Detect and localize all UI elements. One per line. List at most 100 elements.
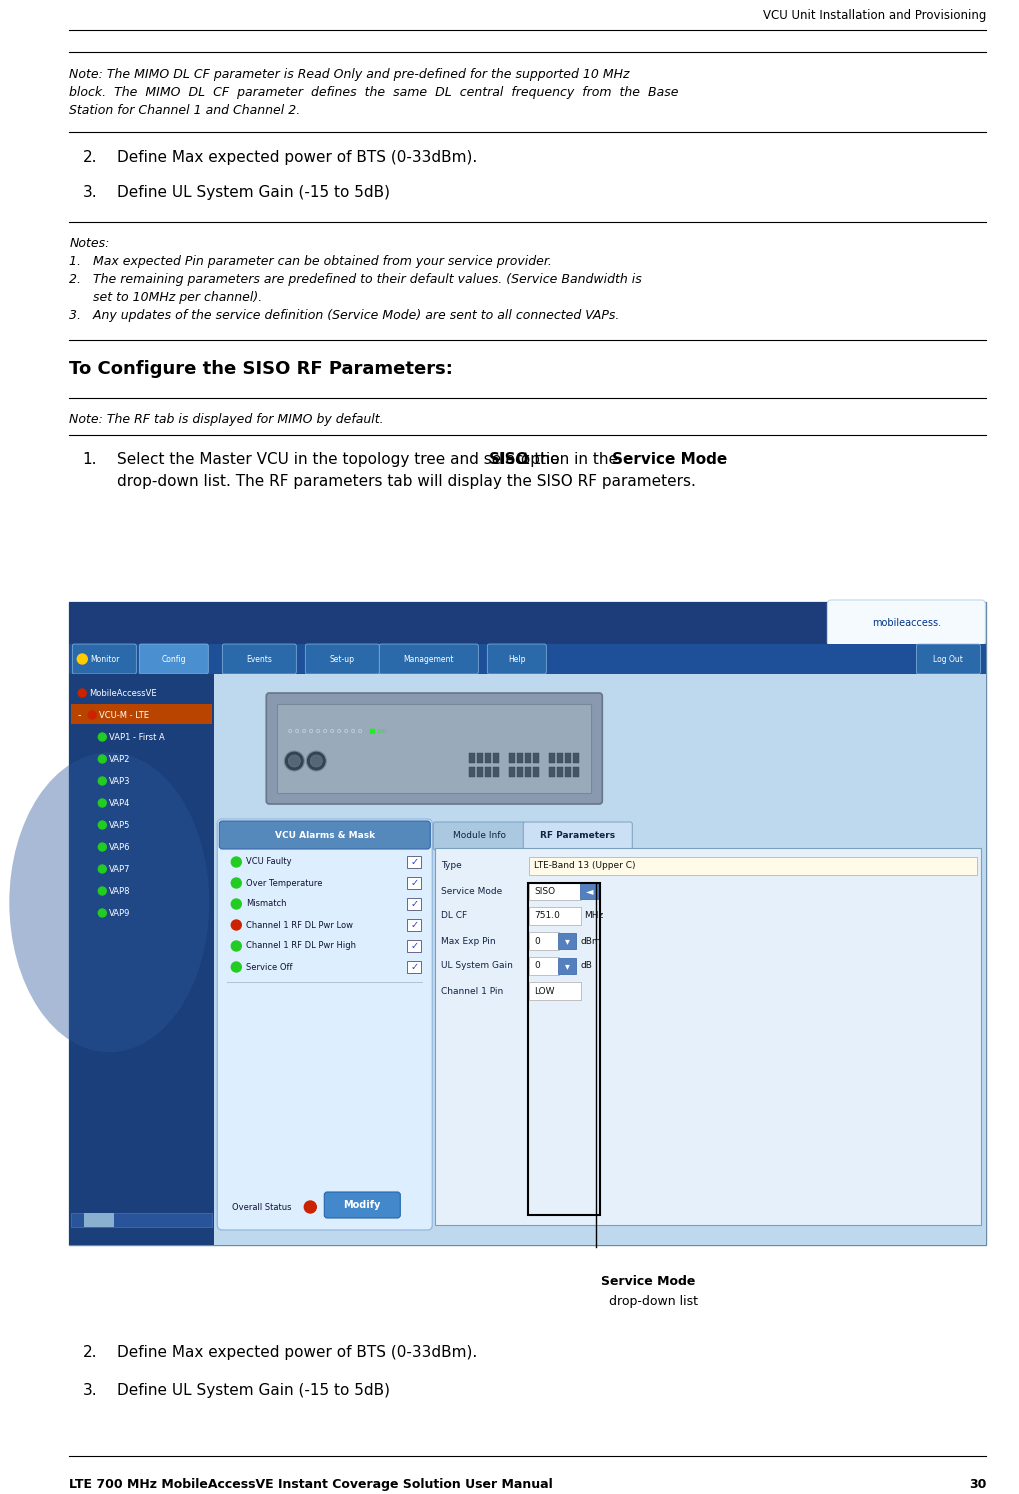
Bar — [493, 766, 499, 777]
Bar — [557, 766, 564, 777]
FancyBboxPatch shape — [529, 881, 581, 899]
Text: o: o — [308, 728, 313, 734]
Text: o: o — [322, 728, 326, 734]
FancyBboxPatch shape — [558, 958, 577, 974]
Bar — [518, 753, 524, 763]
Text: -: - — [77, 710, 81, 720]
Text: ✓: ✓ — [411, 878, 419, 887]
Text: Set-up: Set-up — [330, 654, 355, 663]
Circle shape — [311, 754, 322, 766]
FancyBboxPatch shape — [222, 644, 297, 674]
Text: Note: The RF tab is displayed for MIMO by default.: Note: The RF tab is displayed for MIMO b… — [69, 412, 384, 426]
Text: o: o — [351, 728, 355, 734]
Text: To Configure the SISO RF Parameters:: To Configure the SISO RF Parameters: — [69, 360, 453, 378]
FancyBboxPatch shape — [324, 1192, 400, 1218]
Bar — [485, 766, 491, 777]
FancyBboxPatch shape — [529, 982, 581, 999]
Text: Channel 1 RF DL Pwr High: Channel 1 RF DL Pwr High — [247, 941, 357, 950]
Text: Overall Status: Overall Status — [232, 1203, 291, 1212]
Text: Modify: Modify — [343, 1200, 381, 1210]
Text: 2.: 2. — [83, 149, 97, 164]
Text: DL CF: DL CF — [441, 911, 468, 920]
Text: LOW: LOW — [534, 986, 554, 995]
Text: VAP9: VAP9 — [109, 908, 130, 917]
Text: ✓: ✓ — [411, 941, 419, 952]
FancyBboxPatch shape — [219, 822, 430, 849]
FancyBboxPatch shape — [379, 644, 478, 674]
Text: dB: dB — [580, 962, 592, 971]
Bar — [518, 766, 524, 777]
Text: Over Temperature: Over Temperature — [247, 878, 323, 887]
FancyBboxPatch shape — [827, 601, 985, 645]
Circle shape — [284, 751, 305, 771]
FancyBboxPatch shape — [433, 822, 525, 850]
Text: VAP2: VAP2 — [109, 754, 130, 763]
Text: Notes:: Notes: — [69, 238, 110, 249]
FancyBboxPatch shape — [580, 883, 598, 899]
Text: ■ on: ■ on — [369, 728, 387, 734]
Text: Station for Channel 1 and Channel 2.: Station for Channel 1 and Channel 2. — [69, 105, 301, 117]
FancyBboxPatch shape — [529, 907, 581, 925]
Bar — [71, 704, 212, 725]
Bar — [493, 753, 499, 763]
Text: Service Mode: Service Mode — [441, 886, 502, 895]
FancyBboxPatch shape — [524, 822, 633, 850]
Bar — [528, 883, 600, 1215]
Text: Log Out: Log Out — [933, 654, 963, 663]
Text: VAP4: VAP4 — [109, 798, 130, 807]
Text: MHz: MHz — [584, 911, 603, 920]
Text: 2.   The remaining parameters are predefined to their default values. (Service B: 2. The remaining parameters are predefin… — [69, 273, 642, 285]
Text: 0: 0 — [534, 962, 540, 971]
FancyBboxPatch shape — [529, 958, 559, 976]
Text: 0: 0 — [534, 937, 540, 946]
Text: 1.: 1. — [83, 453, 97, 468]
Text: Mismatch: Mismatch — [247, 899, 286, 908]
Text: Max Exp Pin: Max Exp Pin — [441, 937, 496, 946]
Bar — [71, 1213, 212, 1227]
Bar — [485, 753, 491, 763]
Circle shape — [307, 751, 326, 771]
Bar — [525, 753, 531, 763]
Text: ✓: ✓ — [411, 858, 419, 867]
Text: RF Parameters: RF Parameters — [540, 832, 614, 841]
Text: SISO: SISO — [534, 886, 555, 895]
Circle shape — [231, 878, 242, 887]
Bar — [277, 704, 591, 793]
Circle shape — [98, 822, 106, 829]
Circle shape — [231, 858, 242, 867]
Text: 3.: 3. — [83, 1383, 97, 1398]
Text: Events: Events — [247, 654, 272, 663]
Text: mobileaccess.: mobileaccess. — [872, 619, 941, 627]
Text: Module Info: Module Info — [452, 832, 505, 841]
Text: o: o — [294, 728, 299, 734]
Bar — [566, 766, 572, 777]
FancyBboxPatch shape — [558, 932, 577, 949]
Text: ✓: ✓ — [411, 920, 419, 929]
Text: Type: Type — [441, 862, 462, 871]
Bar — [408, 940, 421, 952]
Text: o: o — [336, 728, 340, 734]
Bar — [408, 877, 421, 889]
Ellipse shape — [9, 753, 209, 1052]
FancyBboxPatch shape — [140, 644, 208, 674]
FancyBboxPatch shape — [306, 644, 379, 674]
Bar — [214, 674, 986, 1245]
Bar — [435, 849, 981, 1225]
Text: drop-down list: drop-down list — [609, 1295, 698, 1309]
Text: 3.: 3. — [83, 185, 97, 200]
Text: o: o — [302, 728, 306, 734]
Text: o: o — [343, 728, 347, 734]
Circle shape — [231, 941, 242, 952]
Text: UL System Gain: UL System Gain — [441, 962, 514, 971]
Text: ▾: ▾ — [565, 961, 570, 971]
Text: Select the Master VCU in the topology tree and select the: Select the Master VCU in the topology tr… — [117, 453, 565, 468]
Text: VCU-M - LTE: VCU-M - LTE — [99, 711, 150, 720]
Bar — [574, 753, 579, 763]
Bar — [533, 753, 539, 763]
Bar — [470, 753, 475, 763]
Text: LTE-Band 13 (Upper C): LTE-Band 13 (Upper C) — [534, 862, 636, 871]
Circle shape — [77, 654, 88, 663]
Circle shape — [98, 887, 106, 895]
Text: 3.   Any updates of the service definition (Service Mode) are sent to all connec: 3. Any updates of the service definition… — [69, 309, 620, 323]
Text: o: o — [329, 728, 333, 734]
